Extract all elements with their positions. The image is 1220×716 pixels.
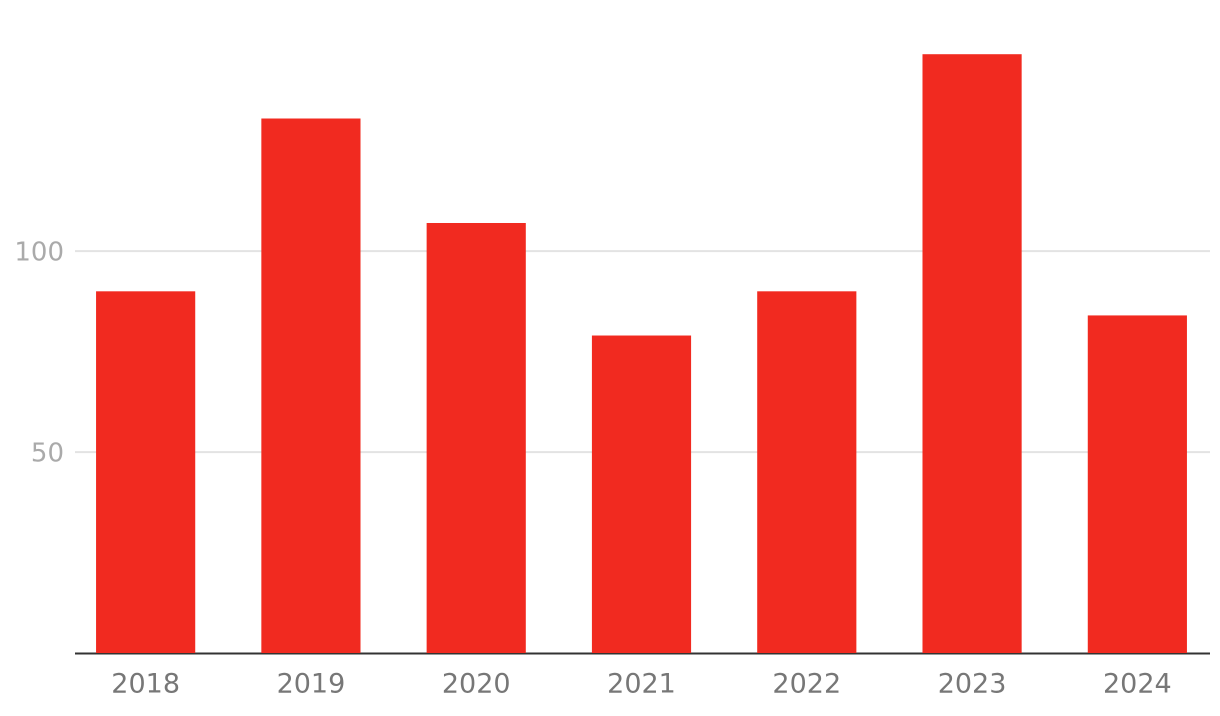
bar: [426, 222, 526, 653]
x-tick-label: 2019: [277, 669, 346, 700]
x-tick-label: 2021: [607, 669, 676, 700]
x-tick-label: 2023: [938, 669, 1007, 700]
x-tick-label: 2022: [772, 669, 841, 700]
x-tick-label: 2018: [111, 669, 180, 700]
bar: [922, 54, 1022, 654]
bar: [261, 118, 361, 654]
bar: [96, 291, 196, 653]
y-tick-label: 100: [14, 238, 64, 268]
x-tick-label: 2024: [1103, 669, 1172, 700]
x-tick-label: 2020: [442, 669, 511, 700]
bar: [591, 335, 692, 653]
bar: [757, 291, 857, 653]
y-tick-label: 50: [31, 439, 64, 469]
bar: [1087, 315, 1187, 653]
